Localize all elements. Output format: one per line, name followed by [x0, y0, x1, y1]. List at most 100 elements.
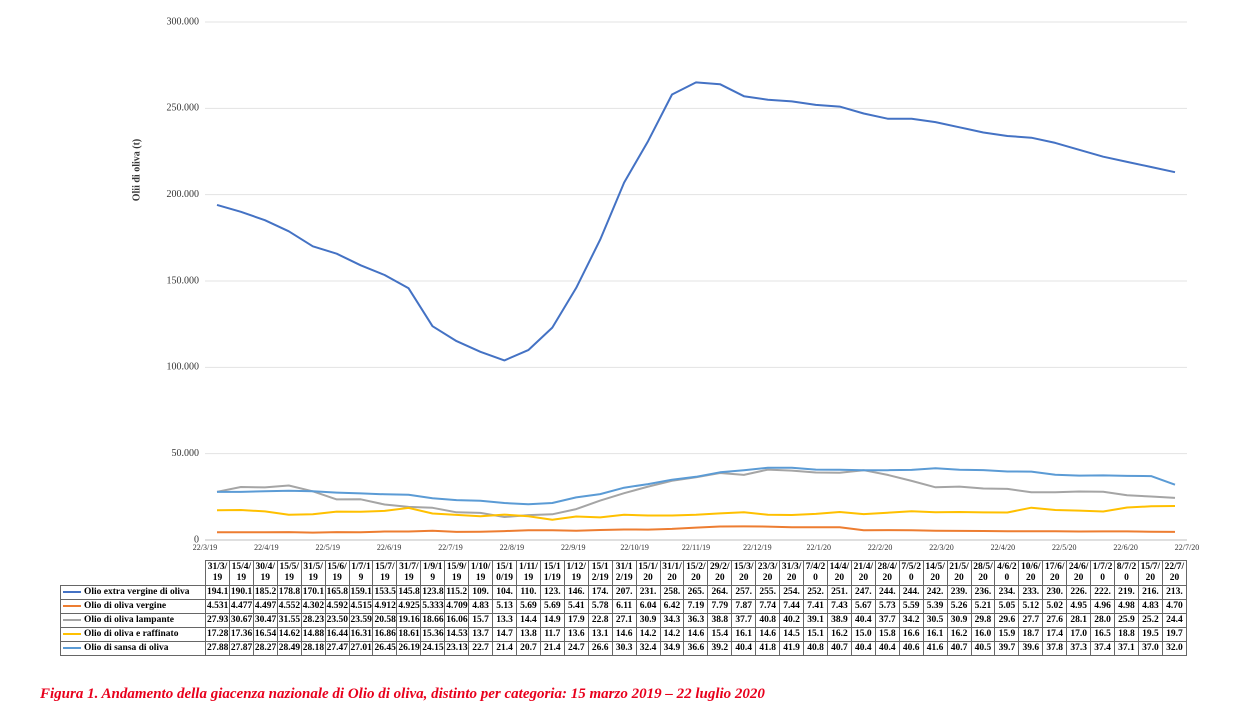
- table-cell: 17.28: [205, 627, 230, 642]
- table-cell: 115.2: [444, 585, 470, 600]
- table-cell: 30.5: [922, 613, 948, 628]
- table-cell: 216.: [1137, 585, 1163, 600]
- table-cell: 40.4: [731, 641, 757, 656]
- legend-key: [63, 632, 81, 635]
- table-cell: 16.06: [444, 613, 470, 628]
- table-cell: 24.4: [1161, 613, 1188, 628]
- table-cell: 27.7: [1018, 613, 1044, 628]
- table-cell: 17.36: [228, 627, 254, 642]
- column-header: 21/5/20: [946, 560, 972, 586]
- x-axis-label: 22/12/19: [743, 543, 771, 552]
- table-cell: 17.9: [563, 613, 589, 628]
- table-cell: 37.7: [731, 613, 757, 628]
- column-header: 14/5/20: [922, 560, 948, 586]
- table-cell: 30.9: [946, 613, 972, 628]
- data-table: 31/3/19 15/4/19 30/4/19 15/5/19 31/5/19 15/6/…: [60, 560, 1188, 656]
- table-cell: 27.93: [205, 613, 230, 628]
- table-cell: 7.44: [779, 599, 805, 614]
- table-cell: 27.87: [228, 641, 254, 656]
- table-cell: 5.21: [970, 599, 996, 614]
- table-cell: 16.1: [922, 627, 948, 642]
- table-cell: 146.: [563, 585, 589, 600]
- column-header: 23/3/20: [755, 560, 781, 586]
- column-header: 7/5/20: [898, 560, 924, 586]
- y-tick-label: 150.000: [167, 275, 200, 286]
- table-cell: 174.: [587, 585, 613, 600]
- x-axis-label: 22/5/19: [316, 543, 340, 552]
- table-cell: 4.912: [372, 599, 398, 614]
- table-cell: 19.5: [1137, 627, 1163, 642]
- legend-label: Olio di sansa di oliva: [84, 643, 169, 653]
- table-cell: 20.7: [515, 641, 541, 656]
- table-cell: 37.0: [1137, 641, 1163, 656]
- table-cell: 170.1: [300, 585, 326, 600]
- table-cell: 194.1: [205, 585, 230, 600]
- column-header: 15/1/20: [635, 560, 661, 586]
- column-header: 17/6/20: [1042, 560, 1068, 586]
- table-cell: 251.: [826, 585, 852, 600]
- table-cell: 19.16: [396, 613, 422, 628]
- table-cell: 14.2: [635, 627, 661, 642]
- table-cell: 145.8: [396, 585, 422, 600]
- table-cell: 14.53: [444, 627, 470, 642]
- table-cell: 109.: [468, 585, 494, 600]
- table-cell: 254.: [779, 585, 805, 600]
- y-tick-label: 100.000: [167, 362, 200, 373]
- column-header: 28/4/20: [874, 560, 900, 586]
- column-header: 1/10/19: [468, 560, 494, 586]
- table-cell: 39.7: [994, 641, 1020, 656]
- table-cell: 25.2: [1137, 613, 1163, 628]
- x-axis-label: 22/4/20: [991, 543, 1015, 552]
- table-cell: 37.1: [1114, 641, 1139, 656]
- table-cell: 16.0: [970, 627, 996, 642]
- table-cell: 16.31: [348, 627, 374, 642]
- table-cell: 5.13: [492, 599, 517, 614]
- column-header: 15/3/20: [731, 560, 757, 586]
- column-header: 7/4/20: [803, 560, 828, 586]
- table-cell: 5.59: [898, 599, 924, 614]
- x-axis-label: 22/9/19: [561, 543, 585, 552]
- legend-label: Olio extra vergine di oliva: [84, 587, 190, 597]
- table-cell: 252.: [803, 585, 828, 600]
- y-tick-label: 200.000: [167, 189, 200, 200]
- table-cell: 14.4: [515, 613, 541, 628]
- table-cell: 39.1: [803, 613, 828, 628]
- table-cell: 13.3: [492, 613, 517, 628]
- table-cell: 4.552: [276, 599, 302, 614]
- table-cell: 32.4: [635, 641, 661, 656]
- table-cell: 13.6: [563, 627, 589, 642]
- table-cell: 27.01: [348, 641, 374, 656]
- table-cell: 4.531: [205, 599, 230, 614]
- table-cell: 40.7: [946, 641, 972, 656]
- table-cell: 265.: [683, 585, 709, 600]
- table-row: Olio di oliva e raffinato 17.28 17.36 16.54…: [60, 627, 1188, 642]
- table-cell: 6.11: [611, 599, 637, 614]
- table-cell: 18.61: [396, 627, 422, 642]
- table-cell: 247.: [850, 585, 876, 600]
- table-cell: 15.1: [803, 627, 828, 642]
- series-line: [216, 505, 1176, 521]
- table-cell: 4.709: [444, 599, 470, 614]
- table-cell: 226.: [1066, 585, 1092, 600]
- table-cell: 18.66: [420, 613, 446, 628]
- column-header: 15/7/19: [372, 560, 398, 586]
- caption: Figura 1. Andamento della giacenza nazio…: [40, 686, 765, 702]
- table-cell: 26.19: [396, 641, 422, 656]
- table-cell: 11.7: [539, 627, 565, 642]
- table-cell: 4.83: [468, 599, 494, 614]
- table-cell: 14.2: [659, 627, 685, 642]
- x-axis-label: 22/7/19: [438, 543, 462, 552]
- y-axis-label: Olii di oliva (t): [131, 139, 142, 202]
- x-axis-label: 22/4/19: [254, 543, 278, 552]
- table-cell: 123.: [539, 585, 565, 600]
- table-cell: 20.58: [372, 613, 398, 628]
- table-row: Olio di oliva lampante 27.93 30.67 30.47 31.…: [60, 613, 1188, 628]
- table-cell: 16.1: [731, 627, 757, 642]
- column-header: 14/4/20: [826, 560, 852, 586]
- table-cell: 13.7: [468, 627, 494, 642]
- legend-entry: Olio di oliva lampante: [60, 613, 206, 628]
- table-cell: 22.7: [468, 641, 494, 656]
- table-cell: 255.: [755, 585, 781, 600]
- table-cell: 40.4: [850, 613, 876, 628]
- table-cell: 4.98: [1114, 599, 1139, 614]
